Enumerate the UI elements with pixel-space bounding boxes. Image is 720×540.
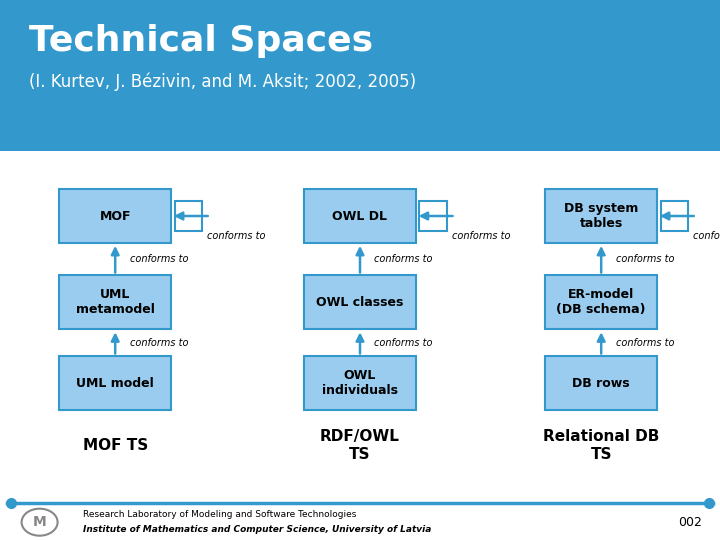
Text: DB rows: DB rows	[572, 377, 630, 390]
Text: MOF: MOF	[99, 210, 131, 222]
Text: OWL
individuals: OWL individuals	[322, 369, 398, 397]
Bar	[546, 275, 657, 329]
Text: conforms to: conforms to	[374, 254, 433, 264]
Text: conforms to: conforms to	[693, 231, 720, 241]
Text: UML model: UML model	[76, 377, 154, 390]
Text: conforms to: conforms to	[616, 254, 674, 264]
Text: conforms to: conforms to	[130, 338, 188, 348]
Text: (I. Kurtev, J. Bézivin, and M. Aksit; 2002, 2005): (I. Kurtev, J. Bézivin, and M. Aksit; 20…	[29, 73, 416, 91]
Bar	[546, 189, 657, 243]
Bar	[661, 201, 688, 231]
Bar	[304, 275, 416, 329]
Bar	[304, 189, 416, 243]
Text: M: M	[32, 515, 47, 529]
Text: Relational DB
TS: Relational DB TS	[543, 429, 660, 462]
Text: conforms to: conforms to	[374, 338, 433, 348]
Text: 002: 002	[678, 516, 702, 529]
Text: Technical Spaces: Technical Spaces	[29, 24, 373, 58]
Text: OWL classes: OWL classes	[316, 296, 404, 309]
Text: UML
metamodel: UML metamodel	[76, 288, 155, 316]
Text: RDF/OWL
TS: RDF/OWL TS	[320, 429, 400, 462]
Bar	[174, 201, 202, 231]
Text: MOF TS: MOF TS	[83, 438, 148, 453]
Text: Research Laboratory of Modeling and Software Technologies: Research Laboratory of Modeling and Soft…	[83, 510, 356, 519]
Bar	[60, 189, 171, 243]
Text: conforms to: conforms to	[616, 338, 674, 348]
Bar	[546, 356, 657, 410]
Text: conforms to: conforms to	[130, 254, 188, 264]
Text: ER-model
(DB schema): ER-model (DB schema)	[557, 288, 646, 316]
Text: conforms to: conforms to	[452, 231, 510, 241]
Bar	[60, 275, 171, 329]
Bar	[60, 356, 171, 410]
Bar	[419, 201, 446, 231]
Bar	[0, 0, 720, 151]
Text: OWL DL: OWL DL	[333, 210, 387, 222]
Bar	[304, 356, 416, 410]
Text: Institute of Mathematics and Computer Science, University of Latvia: Institute of Mathematics and Computer Sc…	[83, 525, 431, 534]
Text: conforms to: conforms to	[207, 231, 266, 241]
Text: DB system
tables: DB system tables	[564, 202, 639, 230]
